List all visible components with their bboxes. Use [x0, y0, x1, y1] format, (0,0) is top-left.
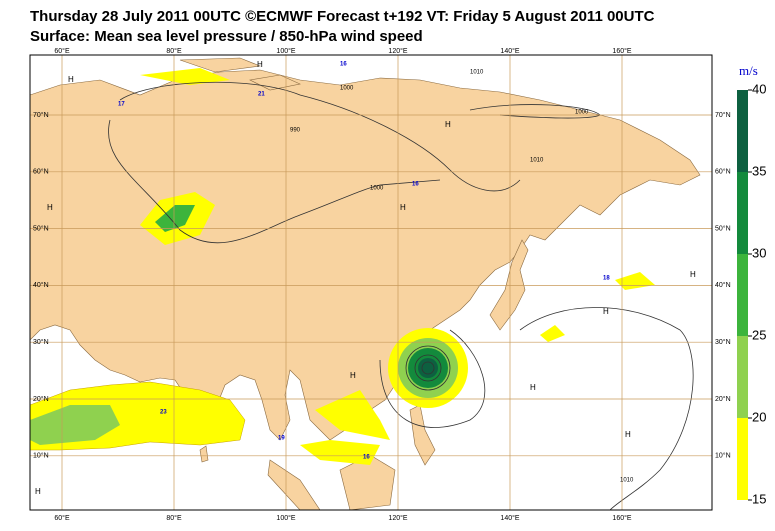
- high-label: H: [445, 120, 451, 129]
- colorbar-label: 30: [752, 245, 766, 260]
- high-label: H: [690, 270, 696, 279]
- wind-area: [540, 325, 565, 342]
- lon-label: 100°E: [276, 514, 295, 522]
- isobar: [519, 307, 694, 511]
- isobar-label: 1010: [470, 70, 484, 76]
- lat-label: 70°N: [33, 111, 49, 119]
- high-label: H: [400, 203, 406, 212]
- lat-label: 50°N: [33, 224, 49, 232]
- pressure-labels: H H H H H H H H H H H 1010 1000 990 1000…: [35, 60, 696, 496]
- wind-label: 16: [363, 455, 370, 461]
- lat-label: 20°N: [715, 395, 731, 403]
- wind-label: 16: [412, 182, 419, 188]
- lat-label: 10°N: [33, 452, 49, 460]
- graticule: 60°E 60°E 80°E 80°E 100°E 100°E 120°E 120°E 140°…: [30, 47, 731, 522]
- isobar: [108, 119, 441, 244]
- wind-area: [315, 390, 390, 440]
- wind-area: [30, 405, 120, 445]
- colorbar-swatch: [737, 418, 748, 500]
- isobar: [421, 361, 435, 375]
- isobar: [414, 354, 442, 382]
- map-frame: [29, 54, 713, 511]
- wind-label: 17: [118, 102, 125, 108]
- arctic-island-2: [249, 74, 301, 91]
- arctic-island: [179, 57, 262, 73]
- lon-label: 140°E: [500, 47, 519, 55]
- colorbar-swatch: [737, 336, 748, 418]
- colorbar-swatch: [737, 254, 748, 336]
- lon-label: 120°E: [388, 514, 407, 522]
- lon-label: 80°E: [166, 514, 182, 522]
- colorbar-label: 35: [752, 163, 766, 178]
- isobar-label: 1010: [620, 478, 634, 484]
- isobar: [379, 329, 486, 428]
- isobars: [108, 81, 694, 511]
- high-label: H: [68, 75, 74, 84]
- isobar-label: 1010: [530, 158, 544, 164]
- japan: [489, 239, 529, 331]
- lon-label: 140°E: [500, 514, 519, 522]
- lat-label: 70°N: [715, 111, 731, 119]
- lat-label: 40°N: [715, 281, 731, 289]
- wind-label: 21: [258, 92, 265, 98]
- lat-label: 30°N: [715, 338, 731, 346]
- wind-area: [155, 205, 195, 232]
- isobar-label: 1000: [575, 110, 589, 116]
- colorbar-unit: m/s: [739, 63, 758, 78]
- lat-label: 60°N: [33, 168, 49, 176]
- colorbar-swatch: [737, 90, 748, 172]
- title: Thursday 28 July 2011 00UTC ©ECMWF Forec…: [30, 8, 655, 25]
- lat-label: 50°N: [715, 224, 731, 232]
- lat-label: 20°N: [33, 395, 49, 403]
- isobar-label: 990: [290, 128, 301, 134]
- high-label: H: [530, 383, 536, 392]
- colorbar-label: 25: [752, 327, 766, 342]
- lon-label: 120°E: [388, 47, 407, 55]
- subtitle: Surface: Mean sea level pressure / 850-h…: [30, 28, 423, 45]
- isobar: [405, 345, 451, 391]
- isobar-label: 1000: [370, 186, 384, 192]
- high-label: H: [257, 60, 263, 69]
- colorbar-label: 20: [752, 409, 766, 424]
- lon-label: 60°E: [54, 514, 70, 522]
- wind-label: 23: [160, 410, 167, 416]
- typhoon-wind: [418, 358, 438, 378]
- high-label: H: [350, 371, 356, 380]
- colorbar-label: 40: [752, 81, 766, 96]
- high-label: H: [35, 487, 41, 496]
- lon-label: 160°E: [612, 514, 631, 522]
- high-label: H: [625, 430, 631, 439]
- lat-label: 10°N: [715, 452, 731, 460]
- sri-lanka: [199, 445, 209, 463]
- colorbar-label: 15: [752, 491, 766, 506]
- lat-label: 30°N: [33, 338, 49, 346]
- wind-area: [300, 440, 380, 465]
- colorbar: 15 20 25 30 35 40: [737, 81, 766, 506]
- high-label: H: [603, 307, 609, 316]
- wind-label: 18: [603, 276, 610, 282]
- lat-label: 60°N: [715, 168, 731, 176]
- wind-area: [140, 68, 230, 85]
- isobar-label: 1000: [340, 86, 354, 92]
- lon-label: 60°E: [54, 47, 70, 55]
- lon-label: 160°E: [612, 47, 631, 55]
- wind-label: 16: [340, 62, 347, 68]
- high-label: H: [47, 203, 53, 212]
- lon-label: 100°E: [276, 47, 295, 55]
- colorbar-swatch: [737, 172, 748, 254]
- lat-label: 40°N: [33, 281, 49, 289]
- lon-label: 80°E: [166, 47, 182, 55]
- wind-label: 19: [278, 436, 285, 442]
- isobar: [119, 81, 521, 192]
